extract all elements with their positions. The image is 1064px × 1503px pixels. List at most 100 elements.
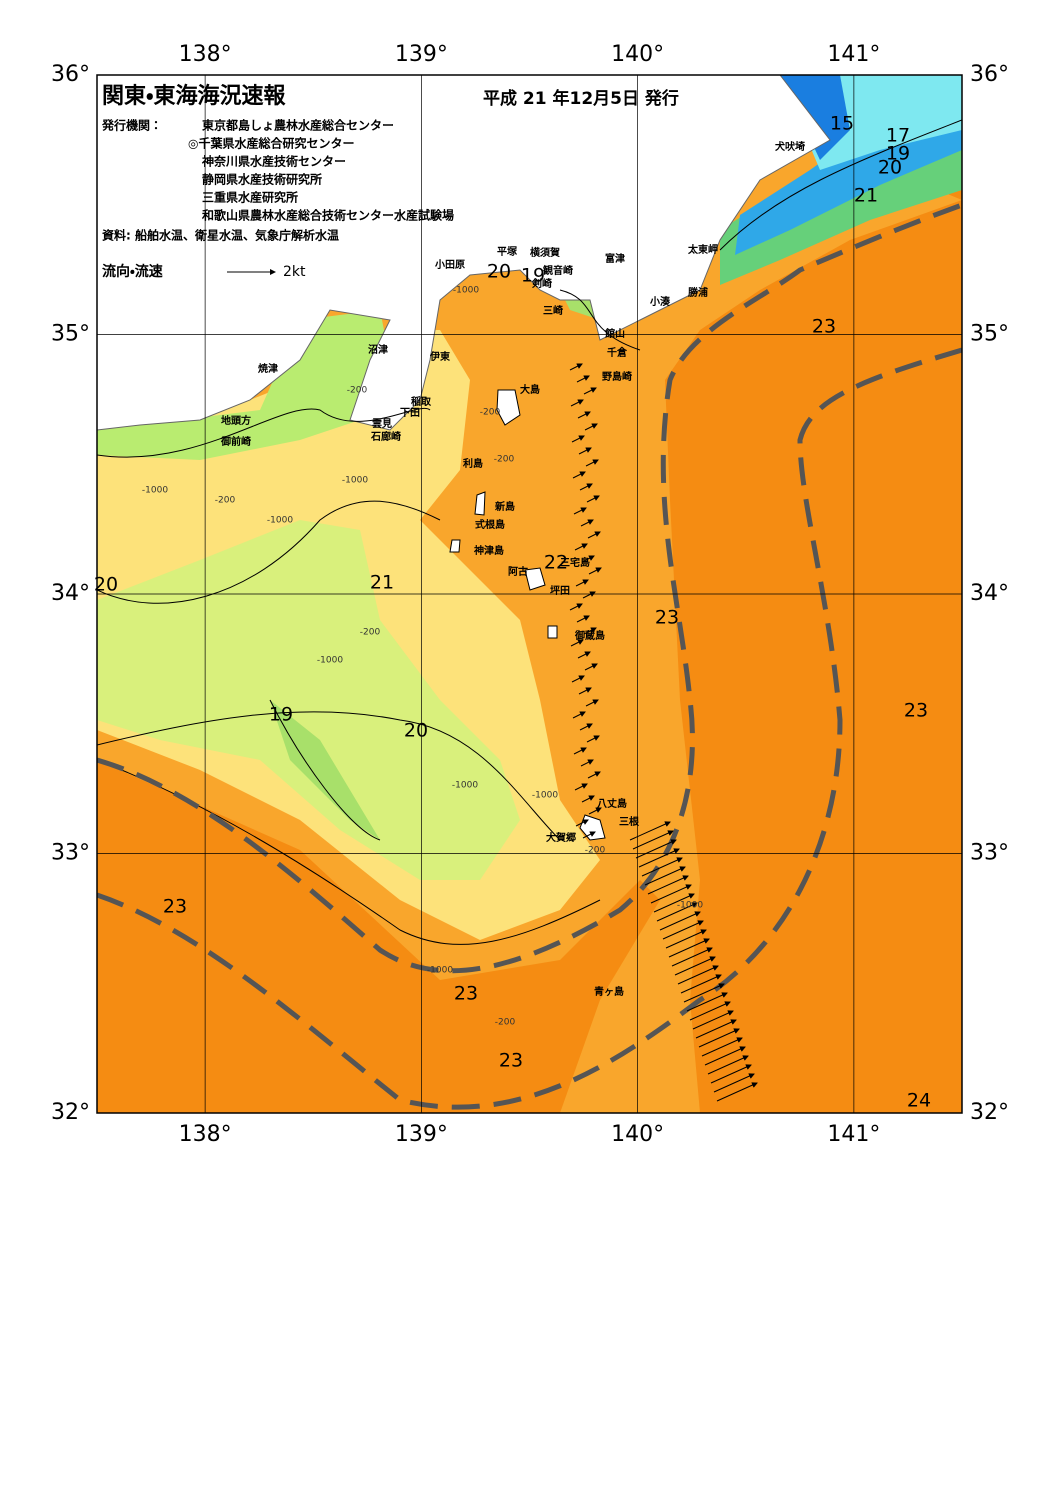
issuer: 和歌山県農林水産総合技術センター水産試験場	[201, 208, 454, 223]
issuers: 東京都島しょ農林水産総合センター ◎千葉県水産総合研究センター神奈川県水産技術セン…	[188, 118, 454, 223]
lat-label-right: 34°	[970, 581, 1009, 606]
issuer: 東京都島しょ農林水産総合センター	[202, 118, 394, 133]
isotherm-label: 21	[854, 185, 878, 207]
place-name: 新島	[494, 500, 515, 513]
current-arrow	[576, 375, 590, 383]
depth-label: -200	[585, 846, 606, 856]
current-arrow	[641, 857, 683, 877]
place-name: 三崎	[543, 304, 563, 317]
place-name: 稲取	[411, 395, 432, 408]
lat-label-left: 34°	[51, 581, 90, 606]
place-name: 三宅島	[560, 556, 590, 569]
current-arrow	[586, 495, 600, 503]
current-arrow	[579, 483, 593, 491]
lon-label-bottom: 140°	[611, 1122, 664, 1147]
isotherm-label: 15	[830, 113, 854, 135]
isotherm-label: 17	[886, 125, 910, 147]
current-arrow	[575, 579, 589, 587]
current-arrow	[584, 663, 598, 671]
issuer: ◎千葉県水産総合研究センター	[188, 136, 354, 151]
current-arrow	[674, 956, 716, 976]
current-arrow	[583, 627, 597, 635]
current-arrow	[582, 831, 596, 839]
current-arrow	[580, 759, 594, 767]
depth-label: -1000	[267, 516, 293, 526]
place-name: 剣崎	[531, 277, 552, 290]
place-name: 地頭方	[221, 414, 251, 427]
current-arrow	[583, 387, 597, 395]
current-arrow	[707, 1055, 749, 1075]
lon-label-top: 139°	[395, 42, 448, 67]
current-arrow	[572, 711, 586, 719]
current-arrow	[701, 1037, 743, 1057]
place-name: 犬吠埼	[775, 140, 805, 153]
place-name: 観音崎	[543, 264, 573, 277]
lat-label-left: 36°	[51, 62, 90, 87]
isotherm-label: 23	[655, 607, 679, 629]
current-arrow	[585, 459, 599, 467]
depth-label: -1000	[532, 791, 558, 801]
current-arrow	[680, 974, 722, 994]
current-scale: 2kt	[283, 264, 306, 280]
current-arrow	[650, 884, 692, 904]
current-arrow	[704, 1046, 746, 1066]
isotherm-label: 23	[499, 1050, 523, 1072]
lon-label-top: 138°	[179, 42, 232, 67]
lat-label-left: 33°	[51, 841, 90, 866]
current-arrow	[677, 965, 719, 985]
isotherm-label: 23	[163, 896, 187, 918]
current-arrow	[580, 519, 594, 527]
depth-label: -200	[495, 1018, 516, 1028]
lon-label-top: 141°	[827, 42, 880, 67]
current-arrow	[569, 603, 583, 611]
depth-label: -1000	[342, 476, 368, 486]
current-arrow	[570, 639, 584, 647]
current-arrow	[581, 555, 595, 563]
current-arrow	[571, 435, 585, 443]
lon-label-bottom: 139°	[395, 1122, 448, 1147]
place-name: 利島	[463, 457, 483, 470]
current-arrow	[632, 830, 674, 850]
place-name: 雲見	[372, 418, 392, 430]
place-name: 神津島	[473, 544, 504, 557]
current-arrow	[588, 567, 602, 575]
current-arrow	[578, 447, 592, 455]
current-arrow	[576, 615, 590, 623]
current-arrow	[665, 929, 707, 949]
isotherm-label: 23	[812, 316, 836, 338]
place-name: 御前崎	[220, 435, 251, 448]
isotherm-label: 21	[370, 572, 394, 594]
lat-label-right: 35°	[970, 322, 1009, 347]
lat-label-left: 32°	[51, 1100, 90, 1125]
current-arrow	[569, 363, 583, 371]
current-arrow	[689, 1001, 731, 1021]
issuer: 三重県水産研究所	[202, 190, 298, 205]
current-arrow	[629, 821, 671, 841]
place-name: 御蔵島	[574, 629, 605, 642]
current-arrow	[570, 399, 584, 407]
current-arrow	[579, 723, 593, 731]
isotherm-label: 24	[907, 1090, 931, 1112]
current-arrow	[577, 651, 591, 659]
current-arrow	[713, 1073, 755, 1093]
issuer-label: 発行機関：	[101, 118, 162, 133]
place-name: 焼津	[258, 362, 278, 375]
isotherm-label: 19	[521, 265, 545, 287]
current-vectors	[569, 363, 758, 1102]
depth-label: -1000	[427, 966, 453, 976]
current-arrow	[638, 848, 680, 868]
place-name: 石廊崎	[370, 430, 401, 443]
current-arrow	[656, 902, 698, 922]
map-frame	[96, 74, 963, 1114]
isotherm-label: 20	[94, 574, 118, 596]
current-arrow	[659, 911, 701, 931]
current-arrow	[587, 531, 601, 539]
place-name: 勝浦	[688, 286, 708, 299]
isotherm-label: 22	[544, 552, 568, 574]
current-arrow	[586, 735, 600, 743]
depth-label: -200	[480, 408, 501, 418]
current-arrow	[647, 875, 689, 895]
current-arrow	[572, 471, 586, 479]
place-name: 八丈島	[597, 797, 627, 810]
place-name: 阿古	[508, 565, 528, 578]
